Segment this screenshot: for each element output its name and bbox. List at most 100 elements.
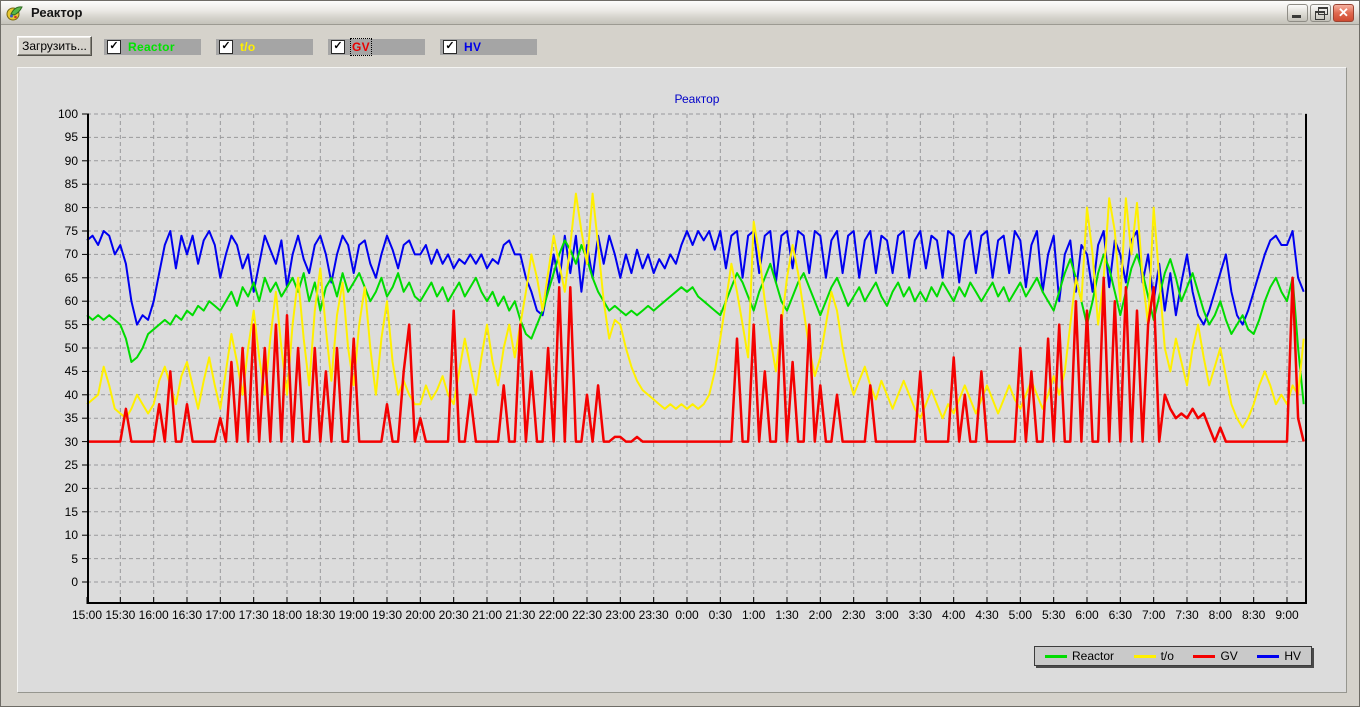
x-axis-label: 5:00 [1008,608,1032,622]
legend-label-gv: GV [1220,649,1238,663]
y-axis-label: 75 [64,224,78,238]
x-axis-label: 3:00 [875,608,899,622]
x-axis-label: 21:00 [471,608,503,622]
checkbox-reactor[interactable]: ✓ [107,40,121,54]
checkbox-group-t-o[interactable]: ✓ t/o [216,39,313,55]
x-axis-label: 16:00 [138,608,169,622]
legend-swatch-gv [1193,654,1216,658]
y-axis-label: 100 [57,107,78,121]
x-axis-label: 8:30 [1241,608,1266,622]
x-axis-label: 20:00 [405,608,436,622]
y-axis-label: 65 [64,270,78,285]
y-axis-label: 10 [64,528,78,543]
checkbox-label-gv: GV [350,38,372,56]
checkbox-t-o[interactable]: ✓ [219,40,233,54]
legend-item-t-o: t/o [1133,649,1174,663]
x-axis-label: 19:30 [371,608,403,622]
x-axis-label: 7:00 [1141,608,1166,622]
x-axis-label: 9:00 [1275,608,1299,622]
minimize-icon [1292,15,1301,18]
x-axis-label: 6:00 [1075,608,1099,622]
window-title: Реактор [31,5,83,20]
minimize-button[interactable] [1287,4,1308,22]
x-axis-label: 22:30 [571,608,603,622]
x-axis-label: 3:30 [908,608,932,622]
window-controls: ✕ [1287,4,1354,22]
x-axis-label: 22:00 [538,608,569,622]
checkbox-group-gv[interactable]: ✓ GV [328,38,425,56]
y-axis-label: 50 [64,341,78,355]
app-icon [6,6,23,21]
titlebar: Реактор ✕ [1,1,1359,25]
legend-item-reactor: Reactor [1045,649,1114,663]
legend-swatch-hv [1257,654,1280,658]
close-button[interactable]: ✕ [1333,4,1354,22]
chart-legend: Reactor t/o GV HV [1034,646,1312,666]
restore-icon [1315,7,1328,20]
y-axis-label: 85 [64,177,78,192]
x-axis-label: 23:00 [605,608,636,622]
y-axis-label: 40 [64,387,78,402]
x-axis-label: 2:30 [841,608,866,622]
legend-label-reactor: Reactor [1072,649,1115,663]
x-axis-label: 23:30 [638,608,669,622]
x-axis-label: 15:00 [71,608,103,622]
y-axis-label: 20 [64,481,78,496]
x-axis-label: 20:30 [438,608,469,622]
x-axis-label: 2:00 [808,608,832,622]
checkbox-label-reactor: Reactor [128,40,175,54]
y-axis-label: 15 [64,504,78,519]
legend-item-gv: GV [1193,649,1238,663]
x-axis-label: 4:30 [975,608,999,622]
checkbox-label-t-o: t/o [240,40,256,54]
series-line-reactor [86,239,1305,405]
checkbox-hv[interactable]: ✓ [443,40,457,54]
x-axis-label: 1:00 [741,608,766,622]
y-axis-label: 55 [64,317,78,332]
y-axis-label: 0 [71,575,78,589]
checkbox-group-reactor[interactable]: ✓ Reactor [104,39,201,55]
trend-plot [82,113,1307,604]
series-line-gv [87,276,1305,443]
checkbox-group-hv[interactable]: ✓ HV [440,39,537,55]
x-axis-label: 5:30 [1041,608,1066,622]
legend-swatch-t-o [1133,654,1156,658]
y-axis-label: 95 [64,130,78,145]
x-axis-label: 1:30 [775,608,799,622]
restore-button[interactable] [1310,4,1331,22]
x-axis-label: 7:30 [1175,608,1199,622]
legend-item-hv: HV [1257,649,1301,663]
y-axis-label: 35 [64,411,78,426]
x-axis-label: 21:30 [505,608,536,622]
y-axis-label: 60 [64,294,78,309]
x-axis-label: 8:00 [1208,608,1232,622]
x-axis-label: 4:00 [941,608,966,622]
x-axis-label: 17:00 [205,608,236,622]
y-axis-label: 30 [64,434,78,449]
x-axis-label: 0:30 [708,608,732,622]
load-button[interactable]: Загрузить... [17,36,92,56]
y-axis-label: 45 [64,364,78,379]
y-axis-label: 5 [71,551,78,566]
series-line-hv [86,230,1305,326]
legend-label-hv: HV [1284,649,1301,663]
x-axis-label: 6:30 [1108,608,1132,622]
y-axis-label: 70 [64,247,78,262]
x-axis-label: 19:00 [338,608,369,622]
series-checkbox-row: ✓ Reactor ✓ t/o ✓ GV ✓ HV [104,38,537,56]
x-axis-label: 16:30 [171,608,203,622]
chart-title: Реактор [674,92,720,106]
x-axis-label: 18:30 [305,608,336,622]
y-axis-label: 25 [64,458,78,472]
x-axis-label: 15:30 [105,608,136,622]
close-icon: ✕ [1338,5,1349,20]
x-axis-label: 0:00 [675,608,699,622]
chart-panel: Реактор Reactor t/o GV HV 0 5 10 15 20 25 30 35 40 4… [17,67,1347,693]
checkbox-gv[interactable]: ✓ [331,40,345,54]
x-axis-label: 18:00 [271,608,303,622]
y-axis-label: 90 [64,153,78,168]
checkbox-label-hv: HV [464,40,482,54]
legend-label-t-o: t/o [1160,649,1174,663]
legend-swatch-reactor [1045,654,1067,658]
